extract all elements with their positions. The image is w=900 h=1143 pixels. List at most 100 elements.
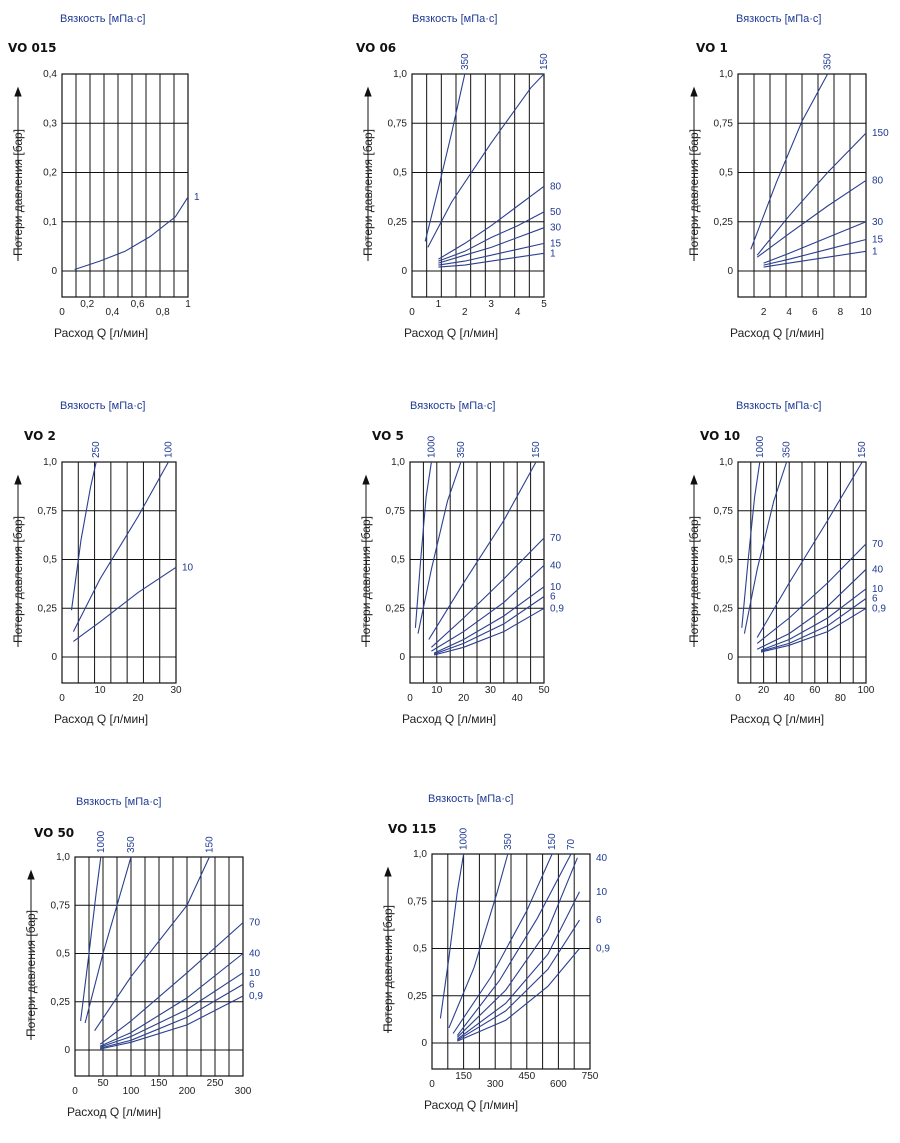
x-tick-label: 10 xyxy=(860,307,872,318)
series-line xyxy=(743,461,788,634)
series-label: 350 xyxy=(503,833,514,850)
series-label: 6 xyxy=(249,979,255,990)
chart-vo-2: Вязкость [мПа·с] VO 2 0 0,25 0,5 0,75 1,0 0 10 20… xyxy=(11,400,194,726)
arrow-head-icon xyxy=(690,474,698,485)
series-line xyxy=(70,461,97,611)
series-label: 50 xyxy=(550,207,562,218)
y-tick-label: 0 xyxy=(51,652,57,663)
series-label: 10 xyxy=(550,582,562,593)
y-tick-label: 1,0 xyxy=(719,69,733,80)
chart-title: VO 50 xyxy=(34,826,74,840)
series-label: 10 xyxy=(249,968,261,979)
x-tick-label: 30 xyxy=(170,685,182,696)
series-line xyxy=(456,853,572,1036)
x-tick-label: 0 xyxy=(59,307,65,318)
series-line xyxy=(414,461,432,628)
y-tick-label: 0,1 xyxy=(43,217,57,228)
y-tick-label: 0 xyxy=(51,266,57,277)
y-tick-label: 0,25 xyxy=(388,217,408,228)
series-line xyxy=(100,983,244,1049)
x-tick-label: 0,2 xyxy=(80,299,94,310)
y-axis-label: Потери давления [бар] xyxy=(24,910,38,1037)
x-tick-label: 40 xyxy=(512,693,524,704)
series-label: 70 xyxy=(872,539,884,550)
series-line xyxy=(99,953,244,1047)
series-label: 70 xyxy=(566,838,577,850)
series-line xyxy=(756,132,867,256)
plot-frame xyxy=(61,73,189,298)
series-label: 1000 xyxy=(426,435,437,458)
series-label: 70 xyxy=(249,918,261,929)
x-tick-label: 0,8 xyxy=(156,307,170,318)
series-label: 30 xyxy=(872,217,884,228)
arrow-head-icon xyxy=(27,869,35,880)
series-line xyxy=(99,922,244,1045)
series-label: 150 xyxy=(204,836,215,853)
series-label: 0,9 xyxy=(872,603,886,614)
chart-title: VO 10 xyxy=(700,429,740,443)
viscosity-header: Вязкость [мПа·с] xyxy=(412,13,497,25)
y-tick-label: 0 xyxy=(727,652,733,663)
x-tick-label: 300 xyxy=(487,1079,504,1090)
y-tick-label: 0,5 xyxy=(56,949,70,960)
y-tick-label: 1,0 xyxy=(56,852,70,863)
y-tick-label: 1,0 xyxy=(413,849,427,860)
x-axis-label: Расход Q [л/мин] xyxy=(730,712,824,726)
series-label: 0,9 xyxy=(249,991,263,1002)
y-tick-label: 0 xyxy=(421,1038,427,1049)
viscosity-header: Вязкость [мПа·с] xyxy=(410,400,495,412)
arrow-head-icon xyxy=(364,86,372,97)
series-label: 70 xyxy=(550,533,562,544)
viscosity-header: Вязкость [мПа·с] xyxy=(76,796,161,808)
y-tick-label: 1,0 xyxy=(393,69,407,80)
series-line xyxy=(100,972,244,1048)
viscosity-header: Вязкость [мПа·с] xyxy=(60,400,145,412)
x-tick-label: 20 xyxy=(132,693,144,704)
series-label: 1 xyxy=(872,246,878,257)
series-line xyxy=(760,598,867,652)
x-tick-label: 150 xyxy=(151,1078,168,1089)
y-tick-label: 0,75 xyxy=(51,900,71,911)
series-line xyxy=(417,461,462,634)
series-line xyxy=(448,853,509,1029)
y-tick-label: 0,75 xyxy=(388,118,408,129)
series-line xyxy=(433,586,545,654)
series-label: 1000 xyxy=(96,830,107,853)
chart-title: VO 115 xyxy=(388,822,437,836)
series-label: 0,9 xyxy=(550,603,564,614)
series-line xyxy=(756,543,867,644)
x-tick-label: 4 xyxy=(515,307,521,318)
series-label: 350 xyxy=(460,53,471,70)
viscosity-header: Вязкость [мПа·с] xyxy=(736,400,821,412)
plot-frame xyxy=(737,461,867,684)
x-tick-label: 250 xyxy=(207,1078,224,1089)
x-tick-label: 750 xyxy=(582,1071,599,1082)
x-tick-label: 1 xyxy=(436,299,442,310)
series-label: 1000 xyxy=(755,435,766,458)
x-tick-label: 4 xyxy=(786,307,792,318)
y-tick-label: 0 xyxy=(727,266,733,277)
series-label: 1 xyxy=(550,248,556,259)
series-line xyxy=(763,238,867,266)
series-line xyxy=(80,856,102,1022)
viscosity-header: Вязкость [мПа·с] xyxy=(736,13,821,25)
series-line xyxy=(100,995,244,1050)
series-line xyxy=(763,250,867,268)
y-axis-label: Потери давления [бар] xyxy=(687,129,701,256)
x-tick-label: 1 xyxy=(185,299,191,310)
y-tick-label: 0,5 xyxy=(43,555,57,566)
series-line xyxy=(438,211,545,262)
series-label: 10 xyxy=(872,584,884,595)
y-tick-label: 0,5 xyxy=(391,555,405,566)
series-line xyxy=(456,891,580,1040)
series-line xyxy=(438,185,545,260)
y-tick-label: 0,2 xyxy=(43,168,57,179)
x-axis-label: Расход Q [л/мин] xyxy=(424,1098,518,1112)
series-label: 40 xyxy=(596,853,608,864)
series-label: 15 xyxy=(872,234,884,245)
y-tick-label: 1,0 xyxy=(43,457,57,468)
x-tick-label: 300 xyxy=(235,1086,252,1097)
x-tick-label: 0 xyxy=(429,1079,435,1090)
series-line xyxy=(424,73,466,242)
x-tick-label: 2 xyxy=(462,307,468,318)
